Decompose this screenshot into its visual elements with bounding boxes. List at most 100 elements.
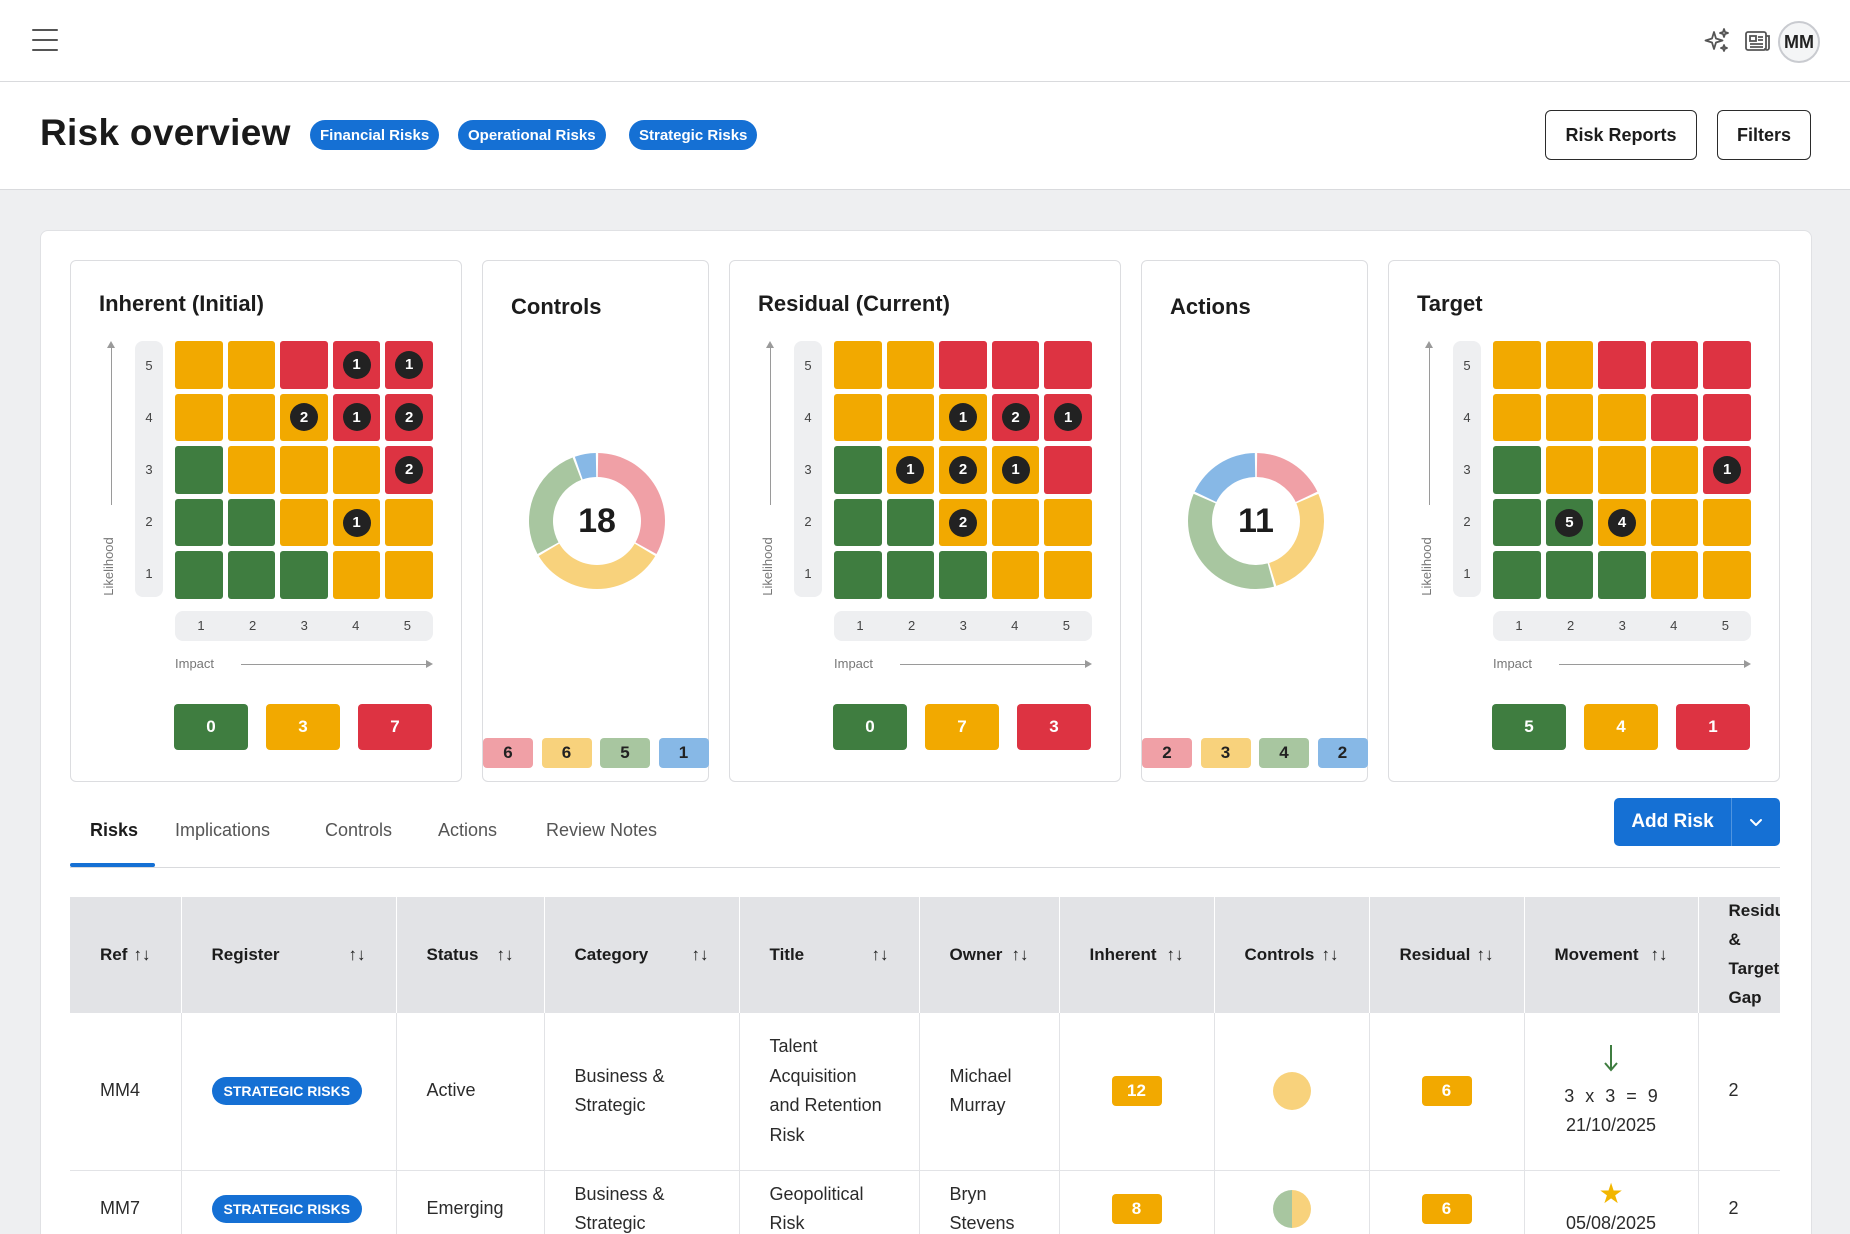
risk-count-badge[interactable]: 1 xyxy=(342,508,371,537)
tag-operational-risks[interactable]: Operational Risks xyxy=(458,120,606,150)
matrix-cell[interactable]: 1 xyxy=(886,446,935,494)
matrix-cell[interactable] xyxy=(1650,551,1699,599)
risk-count-badge[interactable]: 1 xyxy=(948,403,977,432)
matrix-cell[interactable] xyxy=(1545,393,1594,442)
matrix-cell[interactable] xyxy=(1703,498,1751,547)
matrix-cell[interactable] xyxy=(280,498,328,547)
matrix-cell[interactable]: 2 xyxy=(939,446,987,494)
matrix-cell[interactable]: 2 xyxy=(385,446,433,494)
matrix-cell[interactable] xyxy=(280,551,328,599)
newspaper-icon[interactable] xyxy=(1738,22,1776,60)
summary-medium-count[interactable]: 3 xyxy=(266,704,340,750)
filters-button[interactable]: Filters xyxy=(1717,110,1811,160)
sort-icon[interactable]: ↑↓ xyxy=(1166,944,1184,964)
matrix-cell[interactable]: 1 xyxy=(939,393,987,442)
matrix-cell[interactable] xyxy=(175,393,223,442)
matrix-cell[interactable]: 1 xyxy=(332,393,381,442)
table-row[interactable]: MM4 STRATEGIC RISKS Active Business & St… xyxy=(70,1012,1780,1172)
matrix-cell[interactable] xyxy=(1650,393,1699,442)
matrix-cell[interactable] xyxy=(886,498,935,547)
matrix-cell[interactable] xyxy=(280,446,328,494)
risk-count-badge[interactable]: 1 xyxy=(342,403,371,432)
matrix-cell[interactable]: 5 xyxy=(1545,498,1594,547)
summary-medium-count[interactable]: 7 xyxy=(925,704,999,750)
matrix-cell[interactable] xyxy=(1545,446,1594,494)
matrix-cell[interactable] xyxy=(175,551,223,599)
matrix-cell[interactable] xyxy=(1044,498,1092,547)
matrix-cell[interactable] xyxy=(939,551,987,599)
matrix-cell[interactable] xyxy=(1545,341,1594,389)
matrix-cell[interactable]: 2 xyxy=(385,393,433,442)
legend-blue-count[interactable]: 2 xyxy=(1317,738,1368,768)
risk-count-badge[interactable]: 1 xyxy=(1001,455,1030,484)
matrix-cell[interactable]: 1 xyxy=(332,341,381,389)
cell-title[interactable]: Talent Acquisition and Retention Risk xyxy=(739,1012,920,1172)
matrix-cell[interactable] xyxy=(1598,393,1646,442)
legend-yellow-count[interactable]: 6 xyxy=(541,738,592,768)
col-header-status[interactable]: Status ↑↓ xyxy=(396,897,545,1013)
risk-count-badge[interactable]: 1 xyxy=(1054,403,1083,432)
col-header-title[interactable]: Title ↑↓ xyxy=(739,897,920,1013)
matrix-cell[interactable]: 1 xyxy=(1044,393,1092,442)
sort-icon[interactable]: ↑↓ xyxy=(1650,944,1668,964)
tag-financial-risks[interactable]: Financial Risks xyxy=(310,120,440,150)
risk-count-badge[interactable]: 4 xyxy=(1607,508,1636,537)
matrix-cell[interactable] xyxy=(939,341,987,389)
matrix-cell[interactable] xyxy=(1598,446,1646,494)
sort-icon[interactable]: ↑↓ xyxy=(1321,944,1339,964)
sort-icon[interactable]: ↑↓ xyxy=(348,944,366,964)
matrix-cell[interactable] xyxy=(175,341,223,389)
add-risk-label[interactable]: Add Risk xyxy=(1614,798,1732,846)
donut-segment-pink[interactable] xyxy=(1256,453,1318,503)
risk-count-badge[interactable]: 2 xyxy=(395,403,424,432)
tab-controls[interactable]: Controls xyxy=(325,820,393,840)
matrix-cell[interactable] xyxy=(227,393,276,442)
summary-low-count[interactable]: 0 xyxy=(833,704,907,750)
tab-review-notes[interactable]: Review Notes xyxy=(546,820,658,840)
matrix-cell[interactable] xyxy=(1598,341,1646,389)
summary-high-count[interactable]: 3 xyxy=(1017,704,1091,750)
col-header-ref[interactable]: Ref ↑↓ xyxy=(70,897,182,1013)
matrix-cell[interactable] xyxy=(175,498,223,547)
tab-risks[interactable]: Risks xyxy=(90,820,139,840)
col-header-movement[interactable]: Movement ↑↓ xyxy=(1524,897,1699,1013)
risk-count-badge[interactable]: 2 xyxy=(1001,403,1030,432)
risk-count-badge[interactable]: 1 xyxy=(395,350,424,379)
matrix-cell[interactable]: 1 xyxy=(1703,446,1751,494)
sort-icon[interactable]: ↑↓ xyxy=(496,944,514,964)
matrix-cell[interactable] xyxy=(834,551,882,599)
sort-icon[interactable]: ↑↓ xyxy=(1476,944,1494,964)
legend-green-count[interactable]: 4 xyxy=(1259,738,1309,768)
risk-count-badge[interactable]: 1 xyxy=(1713,455,1742,484)
risk-count-badge[interactable]: 2 xyxy=(289,403,318,432)
matrix-cell[interactable] xyxy=(886,341,935,389)
matrix-cell[interactable] xyxy=(1703,551,1751,599)
matrix-cell[interactable] xyxy=(175,446,223,494)
matrix-cell[interactable] xyxy=(1703,341,1751,389)
donut-segment-pink[interactable] xyxy=(597,453,665,554)
matrix-cell[interactable] xyxy=(385,551,433,599)
summary-medium-count[interactable]: 4 xyxy=(1584,704,1658,750)
matrix-cell[interactable] xyxy=(227,341,276,389)
summary-low-count[interactable]: 5 xyxy=(1492,704,1566,750)
col-header-controls[interactable]: Controls ↑↓ xyxy=(1214,897,1370,1013)
sort-icon[interactable]: ↑↓ xyxy=(1011,944,1029,964)
matrix-cell[interactable] xyxy=(1703,393,1751,442)
legend-pink-count[interactable]: 6 xyxy=(483,738,533,768)
matrix-cell[interactable] xyxy=(1044,551,1092,599)
tab-implications[interactable]: Implications xyxy=(175,820,271,840)
matrix-cell[interactable]: 4 xyxy=(1598,498,1646,547)
donut-segment-blue[interactable] xyxy=(574,453,597,480)
col-header-residual[interactable]: Residual ↑↓ xyxy=(1369,897,1525,1013)
legend-yellow-count[interactable]: 3 xyxy=(1200,738,1251,768)
legend-pink-count[interactable]: 2 xyxy=(1142,738,1192,768)
matrix-cell[interactable] xyxy=(227,498,276,547)
user-avatar[interactable]: MM xyxy=(1778,21,1820,63)
matrix-cell[interactable] xyxy=(1650,446,1699,494)
matrix-cell[interactable] xyxy=(1044,341,1092,389)
risk-count-badge[interactable]: 1 xyxy=(342,350,371,379)
matrix-cell[interactable] xyxy=(1545,551,1594,599)
matrix-cell[interactable] xyxy=(227,446,276,494)
sort-icon[interactable]: ↑↓ xyxy=(691,944,709,964)
matrix-cell[interactable] xyxy=(991,551,1040,599)
